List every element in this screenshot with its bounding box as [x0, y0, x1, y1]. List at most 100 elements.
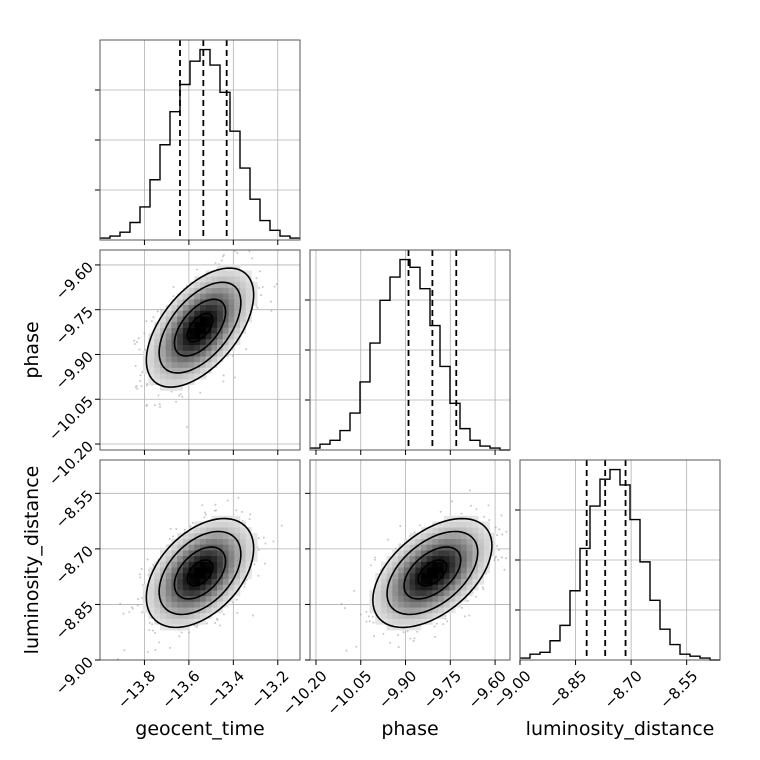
sample-point: [468, 614, 471, 617]
density-cell: [420, 578, 427, 585]
density-cell: [217, 555, 224, 562]
sample-point: [96, 378, 98, 380]
density-cell: [222, 321, 229, 328]
sample-point: [248, 250, 251, 253]
sample-point: [143, 332, 146, 335]
density-cell: [165, 618, 172, 625]
density-cell: [369, 590, 376, 597]
density-cell: [182, 287, 189, 294]
sample-point: [134, 364, 137, 367]
sample-point: [138, 348, 141, 351]
x-tick-label: −10.05: [324, 667, 376, 719]
density-cell: [177, 316, 184, 323]
density-cell: [177, 310, 184, 317]
density-cell: [478, 527, 485, 534]
density-cell: [154, 607, 161, 614]
sample-point: [243, 585, 246, 588]
density-cell: [211, 550, 218, 557]
sample-point: [263, 562, 266, 565]
sample-point: [184, 528, 187, 531]
density-cell: [478, 578, 485, 585]
density-cell: [160, 373, 167, 380]
sample-point: [158, 403, 161, 406]
contour-1: [403, 546, 462, 600]
density-cell: [222, 544, 229, 551]
density-cell: [228, 561, 235, 568]
density-cell: [182, 316, 189, 323]
density-cell: [177, 612, 184, 619]
density-cell: [375, 578, 382, 585]
density-cell: [455, 538, 462, 545]
density-cell: [182, 379, 189, 386]
sample-point: [256, 306, 259, 309]
density-cell: [188, 532, 195, 539]
x-tick-label: −13.6: [158, 667, 203, 712]
sample-point: [394, 547, 397, 550]
density-cell: [380, 590, 387, 597]
density-cell: [188, 601, 195, 608]
density-cell: [222, 276, 229, 283]
density-cell: [392, 555, 399, 562]
density-cell: [160, 590, 167, 597]
density-cell: [222, 333, 229, 340]
density-cell: [171, 384, 178, 391]
density-cell: [460, 527, 467, 534]
sample-point: [181, 395, 184, 398]
sample-point: [372, 621, 375, 624]
x-tick-label: −9.75: [420, 667, 465, 712]
density-cell: [160, 384, 167, 391]
density-cell: [245, 561, 252, 568]
density-cell: [449, 555, 456, 562]
density-cell: [154, 327, 161, 334]
histogram-panel-geocent_time: [95, 39, 301, 245]
sample-point: [178, 394, 180, 397]
density-cell: [200, 532, 207, 539]
density-cell: [472, 567, 479, 574]
density-cell: [165, 304, 172, 311]
density-cell: [240, 561, 247, 568]
density-cell: [432, 538, 439, 545]
density-cell: [211, 607, 218, 614]
density-cell: [234, 521, 241, 528]
density-cell: [420, 572, 427, 579]
sample-point: [248, 518, 251, 521]
density-cell: [228, 316, 235, 323]
density-cell: [160, 567, 167, 574]
y-tick-label: −8.70: [52, 542, 97, 587]
density-cell: [438, 521, 445, 528]
density-cell: [228, 270, 235, 277]
density-cell: [171, 590, 178, 597]
density-cell: [245, 544, 252, 551]
density-cell: [205, 572, 212, 579]
density-cell: [449, 527, 456, 534]
density-cell: [426, 578, 433, 585]
density-cell: [160, 356, 167, 363]
density-cell: [392, 584, 399, 591]
sample-point: [170, 390, 173, 393]
density-cell: [392, 612, 399, 619]
density-cell: [148, 584, 155, 591]
density-cell: [165, 316, 172, 323]
density-cell: [200, 590, 207, 597]
density-cell: [228, 333, 235, 340]
density-cell: [177, 299, 184, 306]
density-cell: [154, 595, 161, 602]
sample-point: [216, 618, 219, 621]
density-cell: [438, 584, 445, 591]
density-cell: [194, 595, 201, 602]
density-cell: [177, 361, 184, 368]
density-cell: [171, 555, 178, 562]
density-cell: [443, 601, 450, 608]
sample-point: [255, 277, 258, 280]
sample-point: [122, 612, 125, 615]
density-cell: [217, 264, 224, 271]
sample-point: [171, 535, 174, 538]
sample-point: [199, 391, 202, 394]
density-cell: [460, 584, 467, 591]
density-cell: [160, 561, 167, 568]
density-cell: [234, 321, 241, 328]
panel-frame: [309, 459, 511, 661]
density-cell: [160, 367, 167, 374]
density-cell: [171, 561, 178, 568]
density-cell: [415, 550, 422, 557]
